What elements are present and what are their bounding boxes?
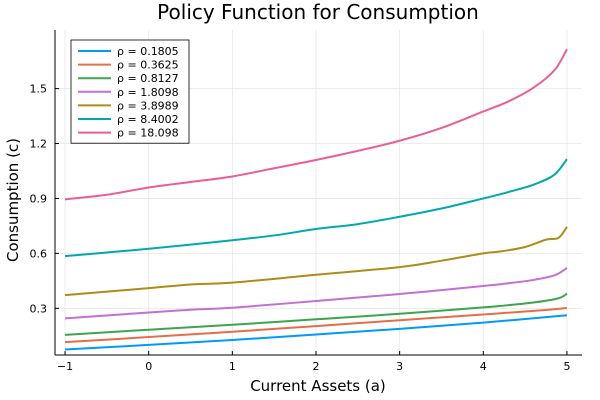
chart-title: Policy Function for Consumption (157, 0, 479, 24)
y-tick-label: 1.5 (30, 83, 48, 96)
tick-labels: −1 0 1 2 3 4 5 0.3 0.6 0.9 1.2 1.5 (30, 83, 571, 373)
legend-label-6: ρ = 8.4002 (117, 113, 179, 126)
series-line-7 (64, 48, 568, 201)
legend-label-4: ρ = 1.8098 (117, 86, 179, 99)
x-tick-label: 2 (312, 360, 319, 373)
series-line-4 (64, 267, 568, 320)
y-tick-label: 0.3 (30, 302, 48, 315)
x-axis-label: Current Assets (a) (250, 377, 386, 395)
series-group (64, 48, 568, 351)
legend-label-3: ρ = 0.8127 (117, 72, 179, 85)
legend-label-1: ρ = 0.1805 (117, 45, 179, 58)
legend-label-7: ρ = 18.098 (117, 127, 179, 140)
y-tick-label: 0.9 (30, 192, 48, 205)
y-axis-label: Consumption (c) (4, 138, 22, 262)
x-tick-label: 4 (480, 360, 487, 373)
x-tick-label: 5 (563, 360, 570, 373)
x-tick-label: −1 (57, 360, 73, 373)
legend-label-2: ρ = 0.3625 (117, 59, 179, 72)
y-tick-label: 0.6 (30, 247, 48, 260)
axes (54, 30, 582, 356)
series-line-3 (64, 292, 568, 336)
x-tick-label: 1 (229, 360, 236, 373)
series-line-5 (64, 226, 568, 297)
y-tick-label: 1.2 (30, 138, 48, 151)
series-line-2 (64, 306, 568, 344)
legend-label-5: ρ = 3.8989 (117, 99, 179, 112)
series-line-6 (64, 158, 568, 258)
x-tick-label: 3 (396, 360, 403, 373)
series-line-1 (64, 314, 568, 351)
x-tick-label: 0 (145, 360, 152, 373)
